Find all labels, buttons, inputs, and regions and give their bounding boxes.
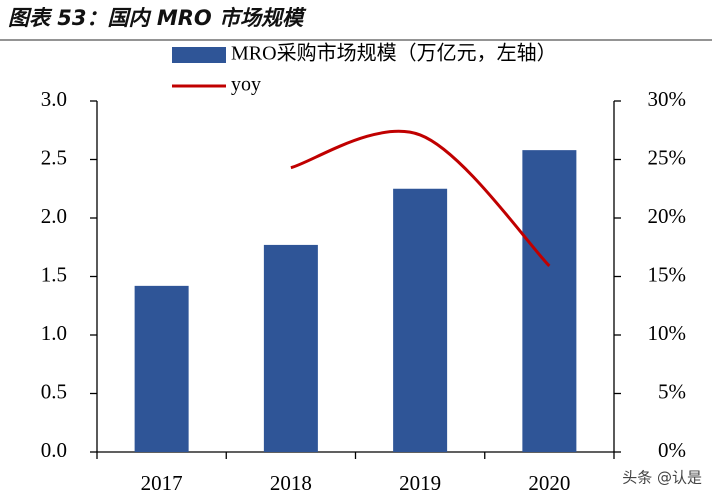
y-tick-label: 2.5: [41, 145, 67, 169]
bar: [522, 150, 577, 452]
y-tick-label: 0.0: [41, 438, 67, 462]
bar: [393, 188, 448, 452]
x-tick-label: 2017: [141, 471, 183, 495]
x-tick-label: 2018: [270, 471, 312, 495]
y2-tick-label: 25%: [648, 145, 687, 169]
y2-tick-label: 10%: [648, 321, 687, 345]
y2-tick-label: 30%: [648, 87, 687, 111]
x-tick-label: 2020: [528, 471, 570, 495]
y2-tick-label: 5%: [658, 379, 686, 403]
x-tick-label: 2019: [399, 471, 441, 495]
legend-label: yoy: [231, 74, 261, 96]
chart-title: 图表 53：国内 MRO 市场规模: [8, 6, 307, 30]
y2-tick-label: 0%: [658, 438, 686, 462]
legend-swatch: [172, 47, 226, 63]
y-tick-label: 2.0: [41, 204, 67, 228]
y-tick-label: 1.0: [41, 321, 67, 345]
y2-tick-label: 15%: [648, 262, 687, 286]
y2-tick-label: 20%: [648, 204, 687, 228]
y-tick-label: 3.0: [41, 87, 67, 111]
y-tick-label: 1.5: [41, 262, 67, 286]
line: [290, 129, 551, 268]
bar: [263, 244, 318, 452]
watermark: 头条 @认是: [622, 469, 702, 487]
bar: [134, 285, 189, 452]
y-tick-label: 0.5: [41, 379, 67, 403]
legend-label: MRO采购市场规模（万亿元，左轴）: [231, 42, 557, 65]
